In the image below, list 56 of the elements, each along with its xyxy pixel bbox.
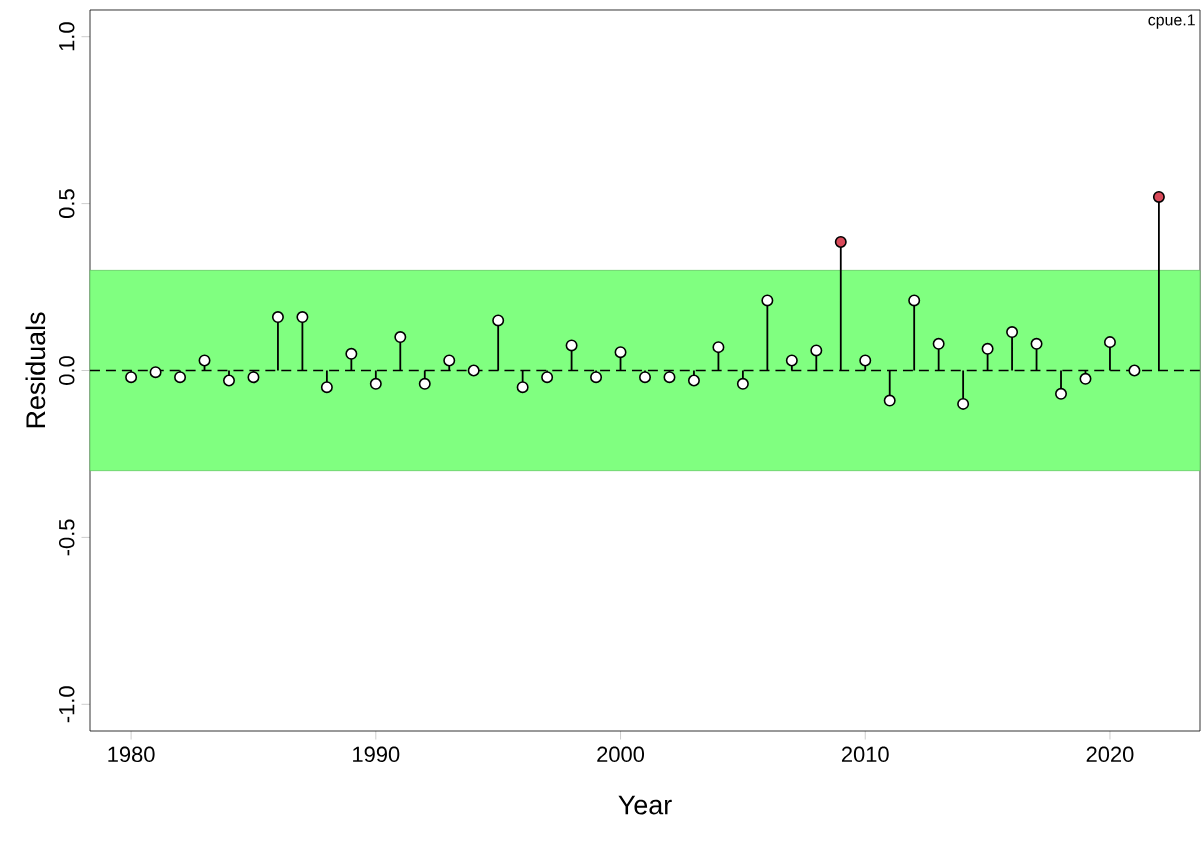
y-tick-label: 0.5 — [58, 189, 75, 218]
point — [834, 235, 847, 248]
point — [1152, 190, 1165, 203]
point — [1006, 326, 1019, 339]
point — [785, 354, 798, 367]
point — [1128, 364, 1141, 377]
point — [932, 337, 945, 350]
point — [810, 344, 823, 357]
point — [418, 377, 431, 390]
y-tick-label: -0.5 — [58, 519, 75, 556]
point — [736, 377, 749, 390]
y-tick-label: 1.0 — [58, 22, 75, 51]
point — [247, 371, 260, 384]
point — [663, 371, 676, 384]
point — [443, 354, 456, 367]
point — [1055, 387, 1068, 400]
point — [345, 347, 358, 360]
x-axis-title: Year — [618, 795, 672, 815]
point — [320, 381, 333, 394]
point — [271, 311, 284, 324]
point — [883, 394, 896, 407]
point — [149, 366, 162, 379]
x-tick-label: 2020 — [1086, 746, 1134, 763]
point — [908, 294, 921, 307]
point — [1030, 337, 1043, 350]
point — [957, 397, 970, 410]
x-tick-label: 2000 — [597, 746, 645, 763]
point — [492, 314, 505, 327]
y-axis-title: Residuals — [25, 312, 46, 428]
y-tick-label: 0.0 — [58, 356, 75, 385]
point — [516, 381, 529, 394]
point — [467, 364, 480, 377]
point — [859, 354, 872, 367]
point — [541, 371, 554, 384]
point — [1079, 372, 1092, 385]
point — [223, 374, 235, 387]
point — [296, 311, 309, 324]
annotation: cpue.1 — [1148, 14, 1195, 29]
point — [687, 374, 700, 387]
point — [174, 371, 187, 384]
point — [614, 346, 627, 359]
point — [639, 371, 651, 384]
point — [198, 354, 211, 367]
point — [981, 342, 994, 355]
y-tick-label: -1.0 — [58, 686, 75, 723]
point — [761, 294, 774, 307]
x-tick-label: 1980 — [108, 746, 155, 763]
point — [565, 339, 578, 352]
point — [712, 341, 725, 354]
point — [369, 377, 382, 390]
point — [1103, 336, 1116, 349]
point — [394, 331, 407, 344]
point — [125, 371, 138, 384]
x-tick-label: 1990 — [353, 746, 400, 763]
point — [590, 371, 603, 384]
x-tick-label: 2010 — [841, 746, 889, 763]
